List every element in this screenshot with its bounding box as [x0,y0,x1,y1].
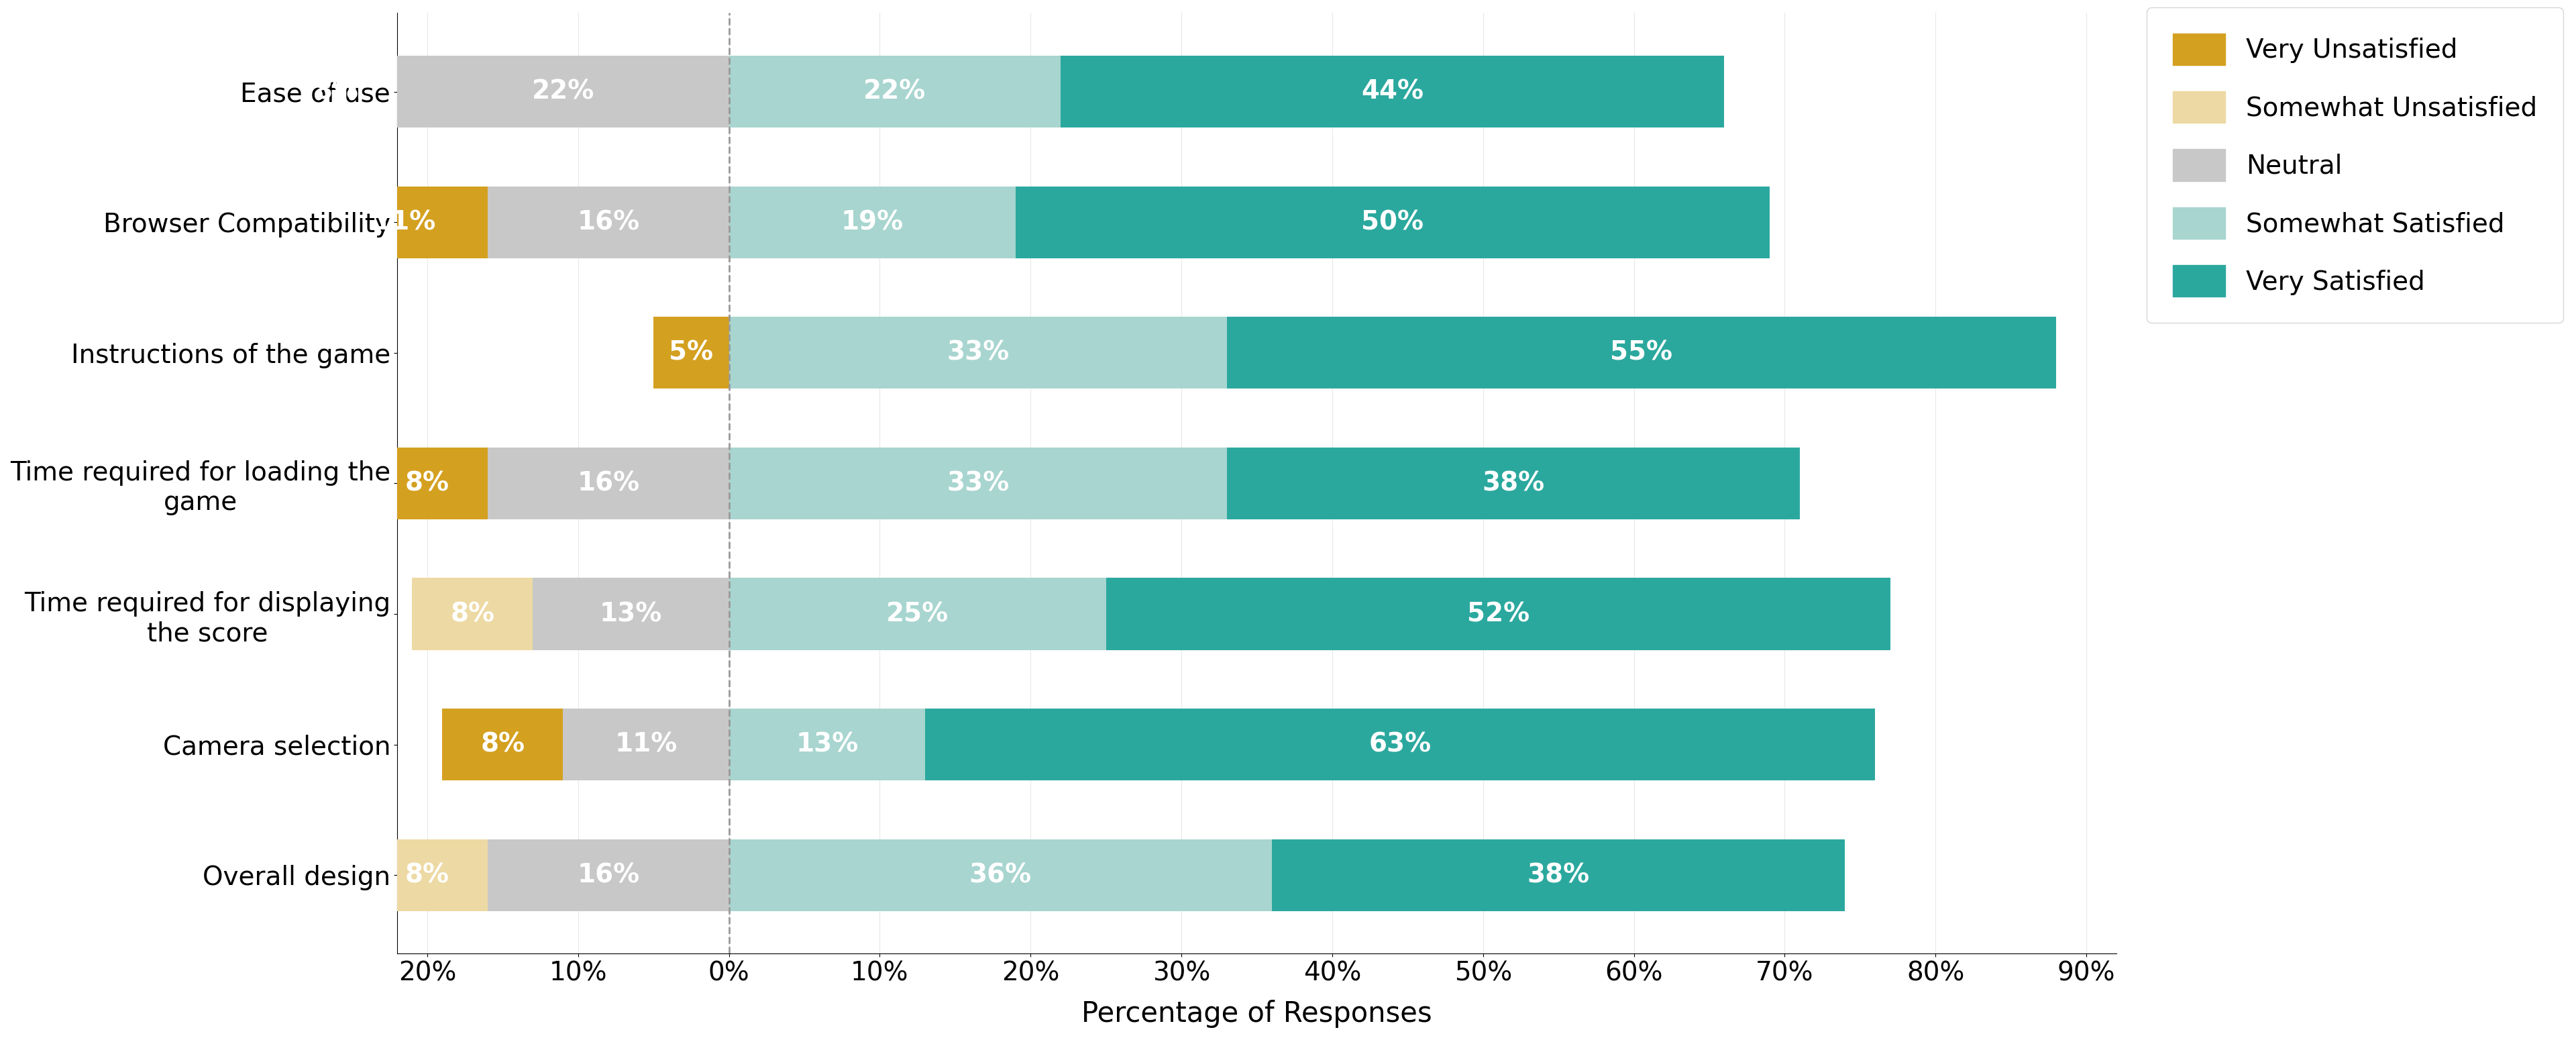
Text: 63%: 63% [1368,732,1432,758]
Bar [443,709,564,781]
Text: 16%: 16% [577,863,639,887]
Text: 13%: 13% [796,732,858,758]
Text: 38%: 38% [1481,470,1546,496]
Text: 33%: 33% [945,470,1010,496]
Bar [729,447,1226,519]
Text: 16%: 16% [577,470,639,496]
Text: 16%: 16% [577,210,639,235]
Text: 55%: 55% [1610,340,1672,365]
Bar [564,709,729,781]
Text: 50%: 50% [1360,210,1425,235]
Bar [1105,578,1891,650]
Text: 25%: 25% [886,601,948,627]
Bar [412,578,533,650]
Text: 5%: 5% [670,340,714,365]
Bar [366,839,487,911]
Text: 19%: 19% [840,210,904,235]
Text: 22%: 22% [863,79,927,105]
Bar [654,317,729,388]
Text: 33%: 33% [945,340,1010,365]
Bar [487,839,729,911]
Text: 11%: 11% [616,732,677,758]
Bar [729,56,1061,128]
Text: 8%: 8% [451,601,495,627]
Text: 13%: 13% [600,601,662,627]
Text: 38%: 38% [1528,863,1589,887]
Bar [729,578,1105,650]
Bar [487,447,729,519]
Bar [533,578,729,650]
Legend: Very Unsatisfied, Somewhat Unsatisfied, Neutral, Somewhat Satisfied, Very Satisf: Very Unsatisfied, Somewhat Unsatisfied, … [2146,7,2563,323]
Bar [397,56,729,128]
Text: 44%: 44% [1360,79,1425,105]
Bar [366,447,487,519]
Bar [322,187,487,258]
Bar [1015,187,1770,258]
Text: 36%: 36% [969,863,1030,887]
Bar [1061,56,1723,128]
Bar [729,709,925,781]
Bar [1226,317,2056,388]
Bar [729,187,1015,258]
Text: 8%: 8% [482,732,526,758]
X-axis label: Percentage of Responses: Percentage of Responses [1082,1000,1432,1028]
Text: 52%: 52% [1466,601,1530,627]
Bar [487,187,729,258]
Bar [729,839,1273,911]
Bar [729,317,1226,388]
Text: 22%: 22% [531,79,595,105]
Bar [1226,447,1801,519]
Text: 8%: 8% [404,863,448,887]
Bar [1273,839,1844,911]
Bar [276,56,397,128]
Text: 8%: 8% [314,79,358,105]
Text: 8%: 8% [404,470,448,496]
Text: 11%: 11% [374,210,435,235]
Bar [925,709,1875,781]
